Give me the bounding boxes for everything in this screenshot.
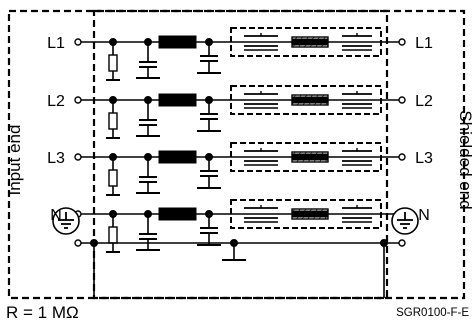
bleed-resistor — [108, 169, 118, 187]
line-label-right: L1 — [415, 35, 433, 52]
circuit-wiring — [7, 9, 466, 300]
line-label-right: L2 — [415, 93, 433, 110]
terminal-right — [398, 38, 406, 46]
ground-icon — [391, 207, 419, 235]
filter-enclosure — [92, 9, 389, 300]
terminal-left — [74, 153, 82, 161]
line-label-left: L1 — [47, 35, 65, 52]
input-end-label: Input end — [5, 125, 24, 196]
diagram-labels: Input end Shielded end R = 1 MΩ SGR0100-… — [5, 35, 473, 322]
shielded-choke-core — [291, 38, 329, 46]
shield-section — [230, 142, 382, 172]
line-label-left: L2 — [47, 93, 65, 110]
line-label-right: L3 — [415, 150, 433, 167]
line-label-right: N — [418, 207, 430, 224]
shield-section — [230, 199, 382, 229]
choke-inductor — [158, 93, 197, 107]
shielded-end-label: Shielded end — [456, 110, 473, 209]
ground-icon — [52, 207, 80, 235]
terminal-left — [74, 96, 82, 104]
line-label-left: N — [50, 207, 62, 224]
bleed-resistor — [108, 112, 118, 130]
ground-icon-ring — [391, 207, 419, 235]
terminal-earth-right — [398, 239, 406, 247]
terminal-earth-left — [74, 239, 82, 247]
bleed-resistor — [108, 226, 118, 244]
shield-section — [230, 85, 382, 115]
bleed-resistor — [108, 54, 118, 72]
shield-section — [230, 27, 382, 57]
choke-inductor — [158, 35, 197, 49]
terminal-right — [398, 96, 406, 104]
choke-inductor — [158, 207, 197, 221]
shielded-choke-core — [291, 210, 329, 218]
shielded-choke-core — [291, 153, 329, 161]
terminal-left — [74, 38, 82, 46]
ground-icon-ring — [52, 207, 80, 235]
shielded-choke-core — [291, 96, 329, 104]
resistor-value-note: R = 1 MΩ — [6, 303, 79, 322]
terminal-right — [398, 153, 406, 161]
choke-inductor — [158, 150, 197, 164]
line-label-left: L3 — [47, 150, 65, 167]
drawing-code: SGR0100-F-E — [396, 307, 469, 319]
junction-dot — [229, 238, 238, 247]
